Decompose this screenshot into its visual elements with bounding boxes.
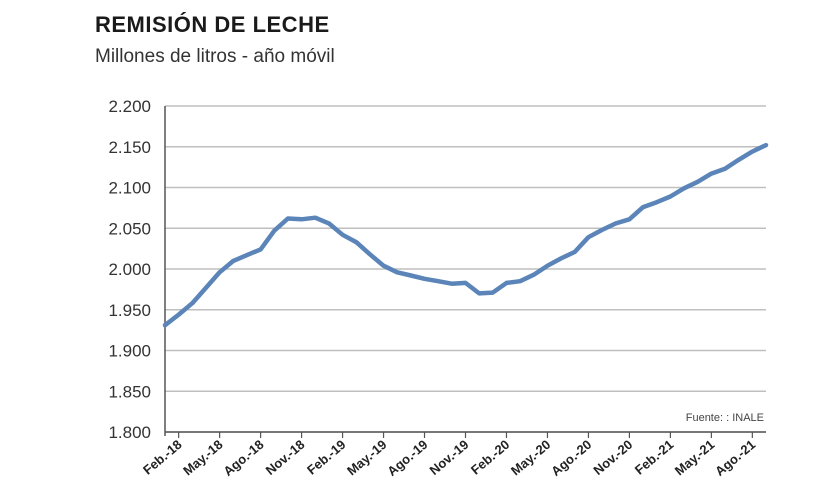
y-tick-label: 1.900 [108, 342, 151, 361]
x-tick-label: May.-21 [672, 437, 717, 479]
y-tick-label: 2.000 [108, 260, 151, 279]
source-note: Fuente: : INALE [686, 412, 764, 424]
x-tick-label: Ago.-20 [548, 437, 594, 479]
x-tick-label: May.-18 [180, 437, 225, 479]
y-tick-label: 1.850 [108, 382, 151, 401]
series-layer [162, 142, 769, 328]
gridlines [165, 105, 766, 433]
x-tick-label: Ago.-21 [712, 437, 758, 479]
x-tick-label: Feb.-21 [632, 437, 677, 478]
y-tick-label: 2.100 [108, 179, 151, 198]
y-tick-label: 2.150 [108, 138, 151, 157]
x-tick-label: Feb.-20 [468, 437, 513, 478]
x-tick-label: Nov.-18 [263, 437, 308, 478]
y-tick-label: 2.200 [108, 97, 151, 116]
x-tick-label: Ago.-19 [384, 437, 430, 479]
x-axis: Feb.-18May.-18Ago.-18Nov.-18Feb.-19May.-… [140, 431, 766, 479]
y-tick-label: 2.050 [108, 219, 151, 238]
x-tick-label: Nov.-20 [590, 437, 635, 478]
series-line [162, 142, 769, 328]
chart-subtitle: Millones de litros - año móvil [95, 46, 335, 67]
x-tick-label: Nov.-19 [427, 437, 472, 478]
chart-title: REMISIÓN DE LECHE [95, 12, 330, 37]
x-tick-label: Feb.-18 [140, 437, 185, 478]
x-tick-label: Feb.-19 [304, 437, 349, 478]
x-tick-label: Ago.-18 [220, 437, 266, 479]
y-tick-label: 1.800 [108, 423, 151, 442]
y-axis: 1.800 1.850 1.900 1.950 2.000 2.050 2.100 2.150… [108, 97, 166, 442]
x-tick-label: May.-20 [508, 437, 553, 479]
x-tick-label: May.-19 [344, 437, 389, 479]
y-tick-label: 1.950 [108, 301, 151, 320]
